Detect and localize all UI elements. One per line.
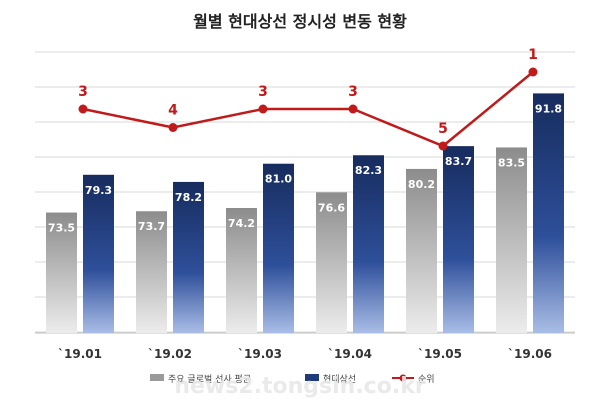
- bar-hmm: [443, 146, 474, 333]
- rank-value-label: 3: [78, 84, 88, 100]
- bar-hmm: [173, 181, 204, 333]
- bar-average: [46, 212, 77, 333]
- bar-average: [136, 211, 167, 333]
- bar-value-label: 78.2: [175, 191, 202, 204]
- bar-average: [316, 192, 347, 333]
- bar-value-label: 80.2: [408, 178, 435, 191]
- bar-hmm: [83, 174, 114, 333]
- rank-point: [168, 123, 178, 132]
- rank-point: [528, 67, 538, 77]
- legend-label: 순위: [418, 374, 435, 385]
- bar-value-label: 83.5: [498, 156, 525, 169]
- bar-hmm: [533, 93, 564, 333]
- x-tick-label: `19.04: [328, 347, 372, 361]
- rank-value-label: 5: [438, 121, 448, 137]
- x-tick-label: `19.06: [508, 347, 552, 361]
- x-tick-label: `19.05: [418, 347, 462, 361]
- chart-title: 월별 현대상선 정시성 변동 현황: [193, 12, 407, 31]
- bar-average: [496, 147, 527, 333]
- x-tick-label: `19.02: [148, 347, 192, 361]
- rank-point: [438, 141, 448, 151]
- x-tick-label: `19.03: [238, 347, 282, 361]
- x-tick-label: `19.01: [58, 347, 102, 361]
- rank-point: [258, 104, 268, 114]
- bar-value-label: 82.3: [355, 164, 382, 177]
- rank-line: [82, 71, 534, 148]
- bar-hmm: [353, 155, 384, 333]
- bar-value-label: 73.7: [138, 220, 165, 233]
- bar-value-label: 83.7: [445, 155, 472, 168]
- bar-hmm: [263, 163, 294, 333]
- watermark-text: news2.tongsin.co.kr: [174, 374, 426, 399]
- rank-value-label: 3: [258, 84, 268, 100]
- rank-value-label: 1: [528, 47, 538, 63]
- rank-value-label: 3: [348, 84, 358, 100]
- legend-label: 주요 글로벌 선사 평균: [168, 374, 251, 385]
- rank-point: [78, 104, 88, 114]
- legend-marker: [399, 374, 407, 382]
- bar-value-label: 76.6: [318, 201, 345, 214]
- bar-value-label: 81.0: [265, 173, 292, 186]
- legend-label: 현대상선: [323, 374, 356, 385]
- bar-value-label: 91.8: [535, 102, 562, 115]
- legend-swatch: [150, 374, 164, 381]
- rank-point: [348, 104, 358, 114]
- bar-average: [406, 168, 437, 333]
- bar-value-label: 74.2: [228, 217, 255, 230]
- bar-value-label: 79.3: [85, 184, 112, 197]
- rank-value-label: 4: [168, 103, 178, 119]
- bar-average: [226, 207, 257, 333]
- bar-value-label: 73.5: [48, 222, 75, 235]
- legend-swatch: [305, 374, 319, 381]
